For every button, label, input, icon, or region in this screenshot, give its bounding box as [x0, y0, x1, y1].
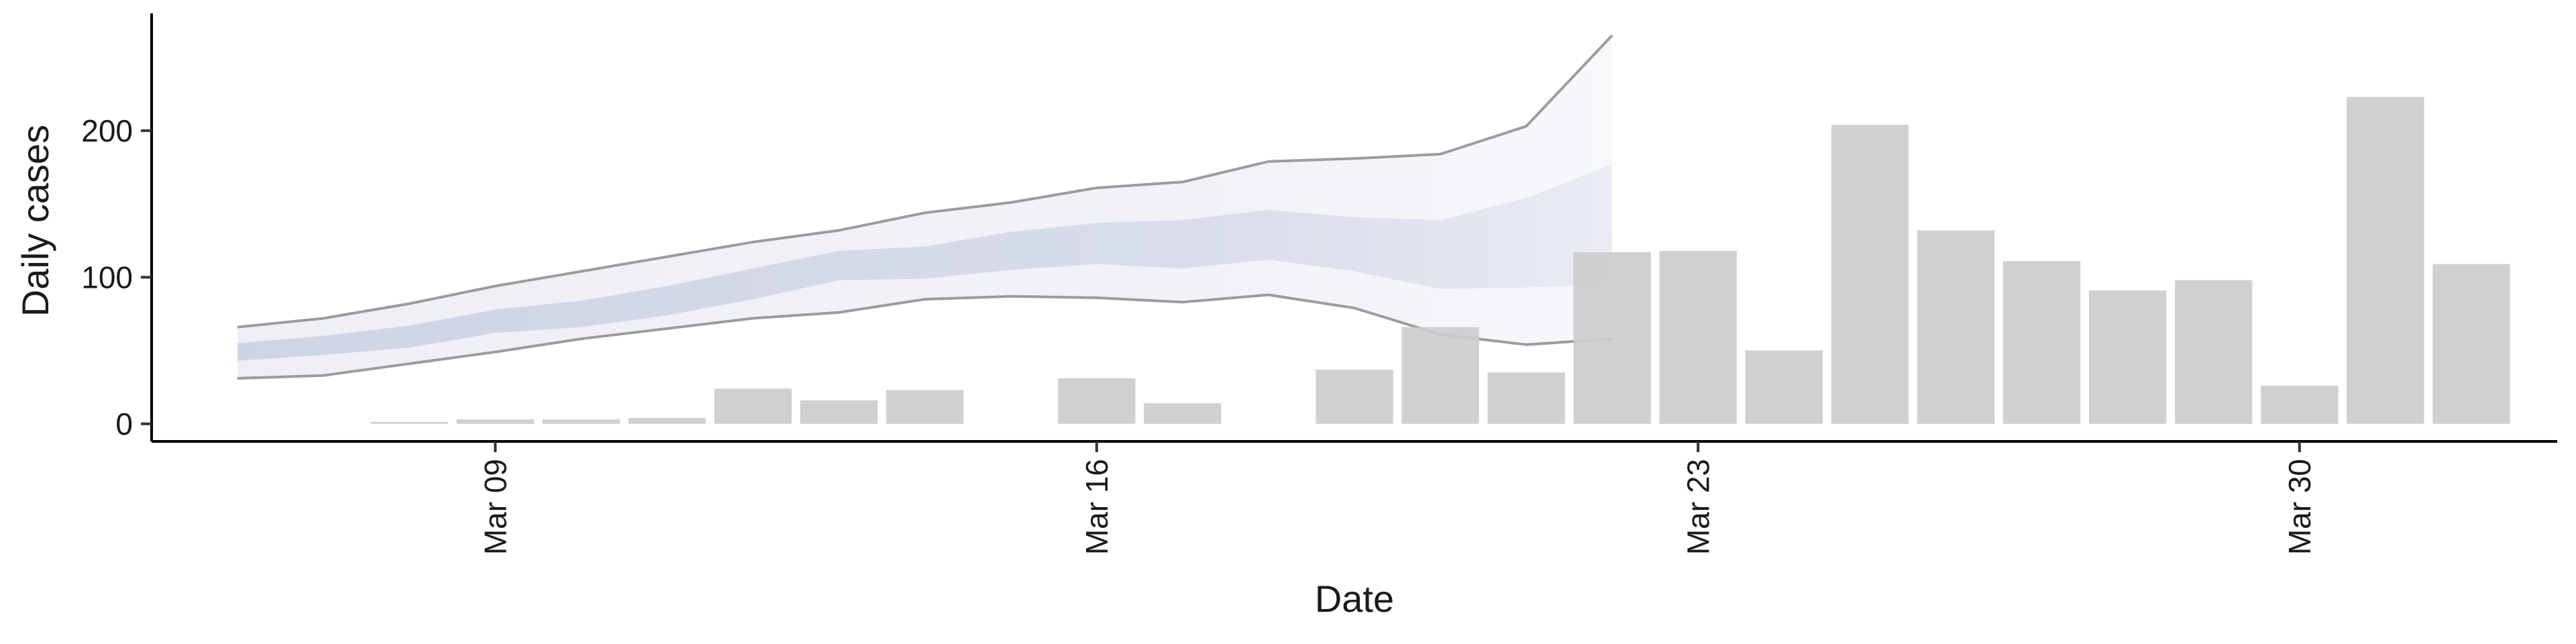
bar — [2261, 386, 2339, 424]
x-tick-label: Mar 30 — [2282, 459, 2317, 555]
bar — [2002, 261, 2081, 424]
bar-series — [370, 97, 2510, 424]
bar — [2175, 280, 2253, 424]
bar — [1401, 327, 1479, 424]
bar — [800, 400, 878, 424]
x-tick-label: Mar 23 — [1680, 459, 1715, 555]
bar — [542, 419, 620, 424]
bar — [1487, 372, 1565, 424]
x-tick-label: Mar 16 — [1079, 459, 1114, 555]
bar — [2089, 290, 2167, 424]
bar — [2432, 264, 2510, 424]
forecast-intervals — [237, 34, 1613, 380]
y-axis-title: Daily cases — [14, 125, 56, 317]
x-tick-label: Mar 09 — [478, 459, 513, 555]
bar — [370, 421, 448, 424]
y-tick-label: 100 — [81, 260, 133, 294]
inner-interval-band — [237, 164, 1613, 361]
bar — [1659, 251, 1737, 424]
interval-lower-line — [237, 293, 1613, 380]
bar — [1573, 252, 1651, 424]
bar — [1058, 378, 1136, 424]
bar — [628, 418, 706, 424]
bar — [1144, 403, 1222, 424]
outer-interval-band — [237, 35, 1613, 379]
bar — [886, 390, 964, 424]
interval-upper-line — [237, 34, 1613, 329]
bar — [1917, 230, 1995, 424]
y-axis-ticks: 0 100 200 — [81, 113, 152, 441]
bar — [2347, 97, 2424, 424]
bar — [714, 388, 792, 424]
y-tick-label: 200 — [81, 113, 133, 148]
x-axis-title: Date — [1315, 578, 1394, 620]
bar — [456, 419, 534, 424]
x-axis-ticks: Mar 09 Mar 16 Mar 23 Mar 30 — [478, 441, 2317, 555]
bar — [1316, 369, 1393, 424]
bar — [1745, 350, 1823, 424]
bar — [1831, 125, 1909, 424]
y-tick-label: 0 — [115, 407, 133, 441]
